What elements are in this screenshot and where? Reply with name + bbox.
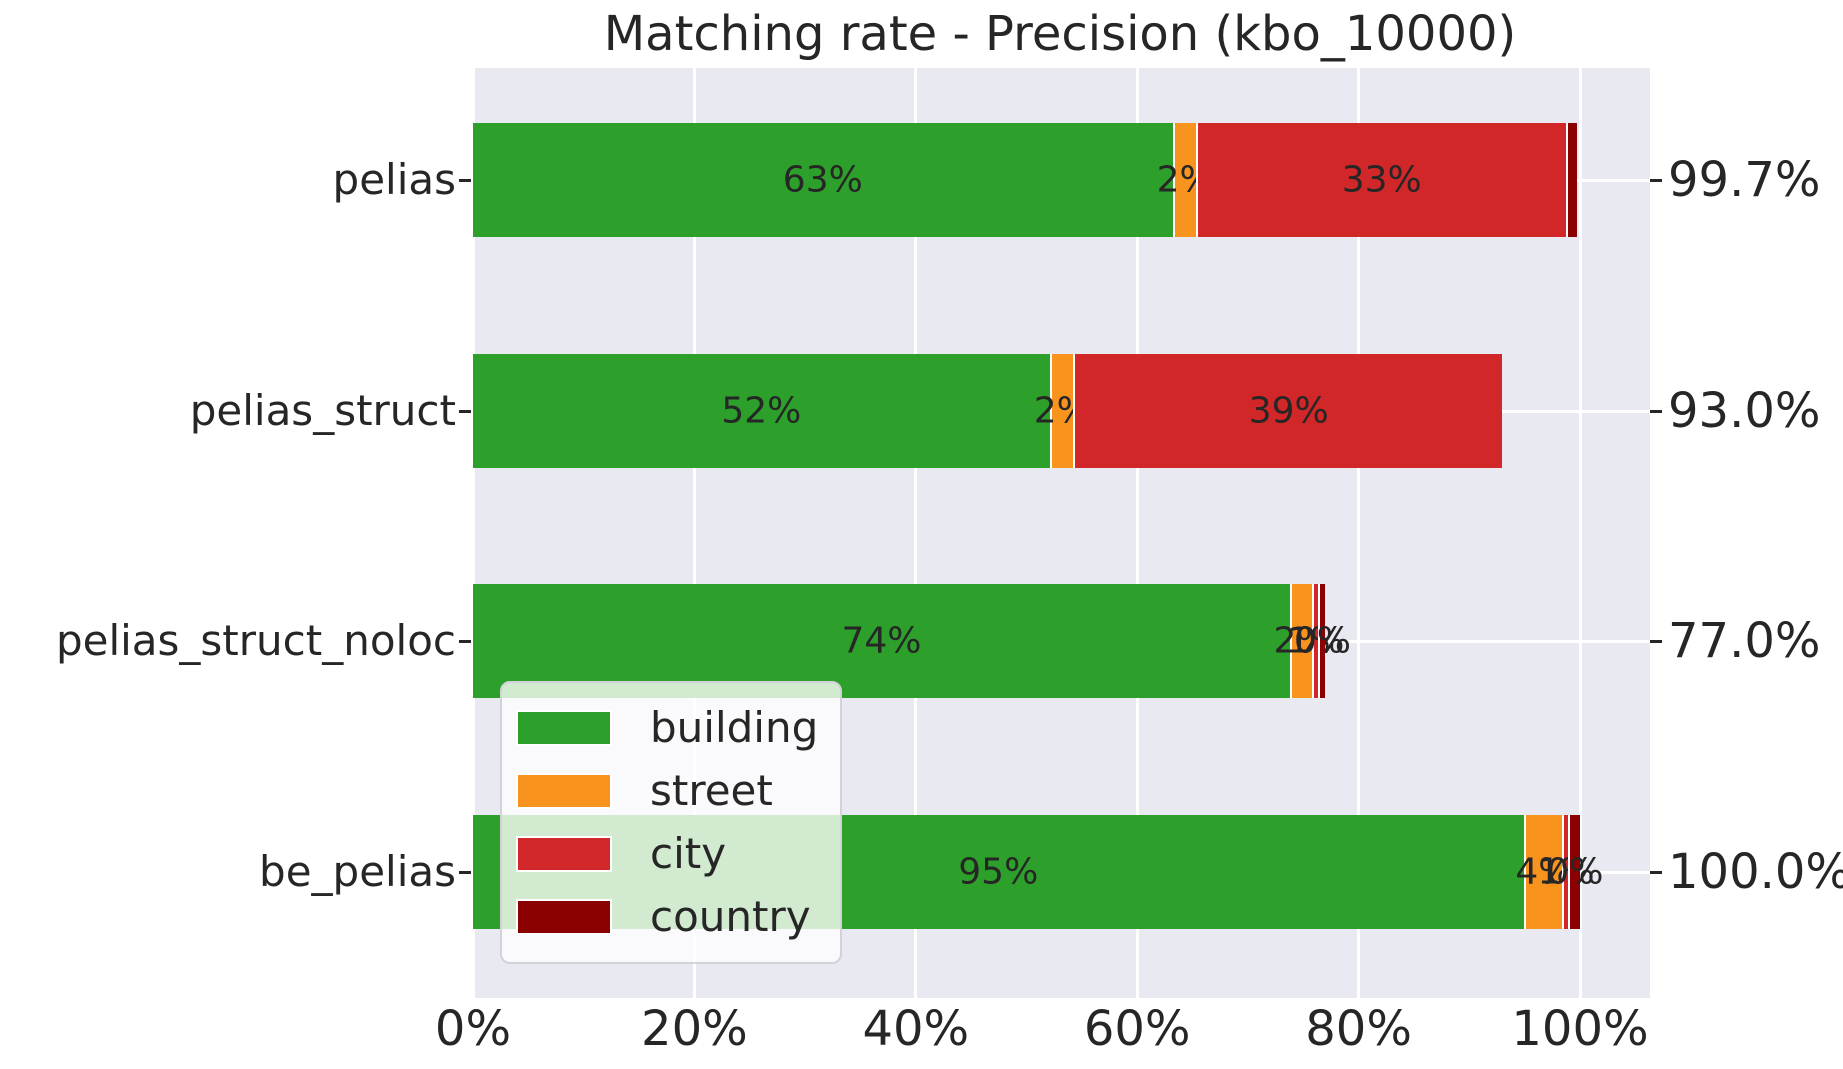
- bar-segment-city-pelias_struct: 39%: [1072, 354, 1503, 468]
- bar-segment-country-be_pelias: 0%: [1546, 815, 1603, 929]
- bar-segment-street-be_pelias: 4%: [1515, 815, 1572, 929]
- x-gridline: [1135, 68, 1139, 998]
- legend-swatch-country: [516, 899, 612, 935]
- bar-segment-street-pelias_struct: 2%: [1034, 354, 1091, 468]
- x-tick-label-0%: 0%: [434, 1001, 512, 1057]
- bar-segment-label-building-pelias: 63%: [782, 159, 863, 201]
- bar-segment-label-building-pelias_struct: 52%: [721, 390, 802, 432]
- total-label-pelias_struct_noloc: 77.0%: [1668, 613, 1821, 669]
- bar-row-pelias_struct: 52% 2% 39%: [473, 354, 1503, 468]
- legend-label-street: street: [650, 766, 773, 815]
- bar-row-pelias: 63% 2% 33%: [473, 123, 1577, 237]
- legend-entry-street: street: [512, 767, 830, 815]
- y-tick-mark: [459, 639, 471, 643]
- y-tick-label-pelias_struct: pelias_struct: [189, 386, 456, 435]
- y-tick-label-pelias: pelias: [332, 155, 456, 204]
- total-label-pelias_struct: 93.0%: [1668, 383, 1821, 439]
- bar-segment-country-pelias_struct_noloc: 0%: [1294, 584, 1351, 698]
- x-gridline: [1578, 68, 1582, 998]
- legend-entry-building: building: [512, 704, 830, 752]
- x-tick-label-100%: 100%: [1511, 1001, 1649, 1057]
- x-tick-label-60%: 60%: [1083, 1001, 1191, 1057]
- bar-segment-label-city-pelias_struct: 39%: [1248, 390, 1329, 432]
- bar-segment-building-pelias: 63%: [473, 123, 1173, 237]
- bar-segment-label-building-pelias_struct_noloc: 74%: [841, 620, 922, 662]
- y-tick-label-pelias_struct_noloc: pelias_struct_noloc: [55, 616, 456, 665]
- x-gridline: [692, 68, 696, 998]
- legend-entry-city: city: [512, 830, 830, 878]
- legend: building street city country: [500, 681, 842, 964]
- x-gridline: [914, 68, 918, 998]
- legend-label-country: country: [650, 892, 811, 941]
- legend-swatch-street: [516, 773, 612, 809]
- y-tick-mark: [459, 409, 471, 413]
- bar-segment-country-pelias: [1565, 123, 1577, 237]
- right-tick-mark: [1650, 178, 1662, 182]
- legend-entry-country: country: [512, 893, 830, 941]
- bar-segment-label-city-pelias: 33%: [1341, 159, 1422, 201]
- bar-segment-street-pelias: 2%: [1157, 123, 1214, 237]
- bar-segment-building-pelias_struct: 52%: [473, 354, 1050, 468]
- chart-title: Matching rate - Precision (kbo_10000): [603, 6, 1517, 62]
- bar-segment-street-pelias_struct_noloc: 2%: [1273, 584, 1331, 698]
- total-label-be_pelias: 100.0%: [1668, 844, 1843, 900]
- right-tick-mark: [1650, 870, 1662, 874]
- x-tick-label-40%: 40%: [862, 1001, 970, 1057]
- y-tick-mark: [459, 870, 471, 874]
- right-tick-mark: [1650, 409, 1662, 413]
- y-tick-label-be_pelias: be_pelias: [259, 847, 456, 896]
- bar-segment-label-building-be_pelias: 95%: [958, 851, 1039, 893]
- right-tick-mark: [1650, 639, 1662, 643]
- bar-segment-city-pelias: 33%: [1195, 123, 1566, 237]
- legend-swatch-building: [516, 710, 612, 746]
- total-label-pelias: 99.7%: [1668, 152, 1821, 208]
- x-gridline: [1357, 68, 1361, 998]
- x-tick-label-80%: 80%: [1305, 1001, 1412, 1057]
- y-tick-mark: [459, 178, 471, 182]
- x-tick-label-20%: 20%: [641, 1001, 748, 1057]
- legend-swatch-city: [516, 836, 612, 872]
- x-gridline: [471, 68, 475, 998]
- legend-label-city: city: [650, 829, 727, 878]
- legend-label-building: building: [650, 703, 819, 752]
